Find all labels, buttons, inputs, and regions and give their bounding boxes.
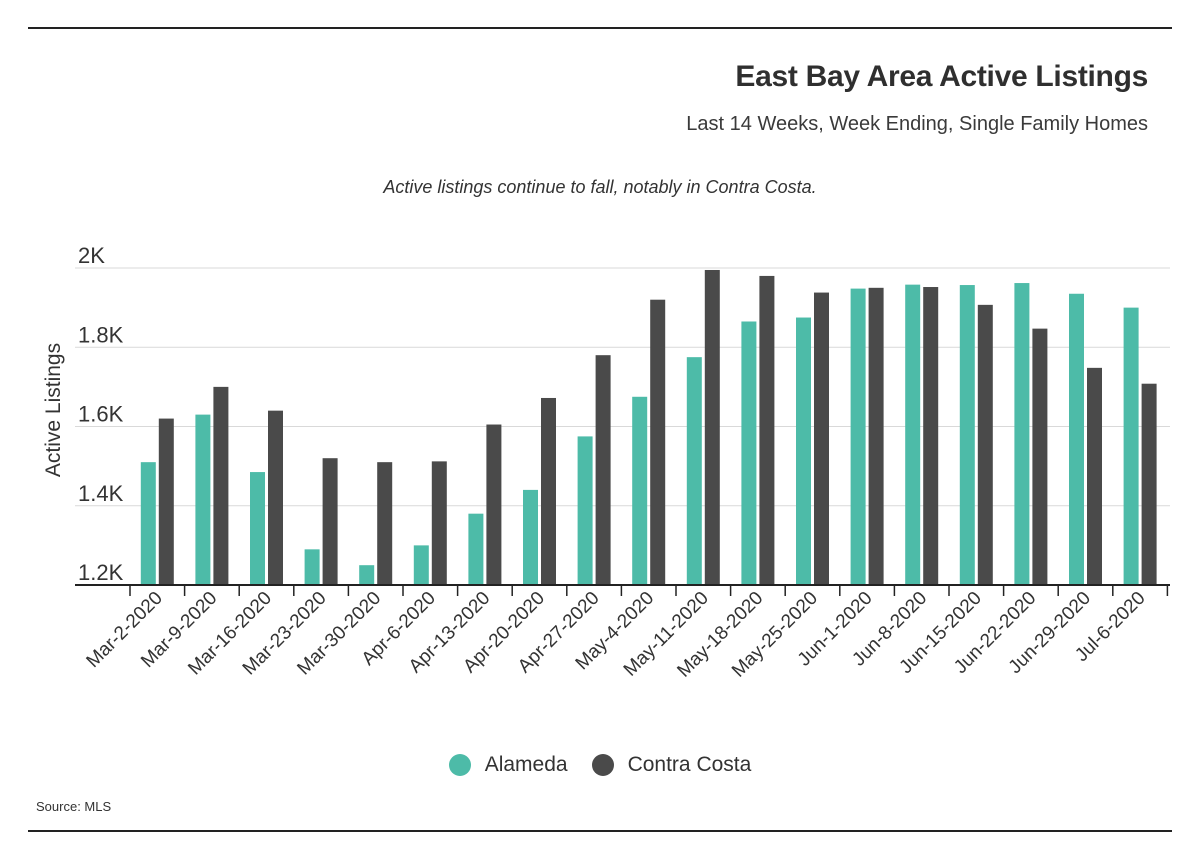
bar-alameda	[1123, 307, 1139, 585]
legend-swatch-alameda	[448, 754, 471, 776]
legend-swatch-contra-costa	[591, 754, 614, 776]
top-rule	[28, 27, 1172, 29]
bar-alameda	[140, 462, 156, 585]
bar-alameda	[523, 489, 538, 585]
bar-alameda	[905, 284, 921, 585]
bar-alameda	[959, 285, 975, 585]
bar-contra-costa	[923, 287, 939, 585]
bar-alameda	[686, 357, 702, 585]
bar-alameda	[468, 513, 484, 585]
bar-contra-costa	[541, 397, 556, 585]
bar-alameda	[741, 321, 757, 585]
bar-contra-costa	[977, 304, 993, 585]
chart-subtitle: Last 14 Weeks, Week Ending, Single Famil…	[686, 113, 1148, 135]
source-note: Source: MLS	[36, 799, 112, 814]
bar-contra-costa	[868, 287, 884, 585]
y-tick-label: 2K	[78, 243, 105, 268]
bar-contra-costa	[595, 355, 611, 585]
chart-title: East Bay Area Active Listings	[735, 60, 1148, 93]
bar-contra-costa	[431, 461, 447, 585]
bar-alameda	[359, 565, 375, 585]
legend: Alameda Contra Costa	[0, 753, 1200, 777]
bar-contra-costa	[213, 386, 229, 585]
bar-contra-costa	[486, 424, 502, 585]
chart-annotation: Active listings continue to fall, notabl…	[383, 177, 817, 197]
y-tick-label: 1.6K	[78, 402, 124, 427]
y-axis-label: Active Listings	[42, 343, 65, 477]
y-tick-label: 1.2K	[78, 560, 124, 585]
bar-alameda	[250, 472, 265, 585]
bar-alameda	[413, 545, 429, 585]
y-tick-label: 1.4K	[78, 481, 124, 506]
legend-label-contra-costa: Contra Costa	[627, 753, 752, 776]
bar-contra-costa	[268, 410, 283, 585]
legend-item-alameda[interactable]: Alameda	[448, 753, 568, 777]
bar-alameda	[796, 317, 811, 585]
bar-contra-costa	[759, 275, 775, 585]
bar-alameda	[632, 396, 648, 585]
bar-contra-costa	[377, 462, 393, 585]
bar-alameda	[577, 436, 593, 585]
bar-contra-costa	[322, 458, 338, 585]
y-tick-label: 1.8K	[78, 322, 124, 347]
bar-contra-costa	[1032, 328, 1048, 585]
bar-contra-costa	[650, 299, 666, 585]
bar-contra-costa	[1087, 367, 1102, 585]
bar-contra-costa	[158, 418, 174, 585]
bar-contra-costa	[814, 292, 829, 585]
legend-item-contra-costa[interactable]: Contra Costa	[591, 753, 752, 777]
bar-alameda	[1069, 293, 1084, 585]
legend-label-alameda: Alameda	[484, 753, 568, 776]
bar-alameda	[1014, 283, 1030, 585]
bottom-rule	[28, 830, 1172, 832]
bar-alameda	[850, 288, 866, 585]
bar-alameda	[304, 549, 320, 585]
bar-contra-costa	[704, 269, 720, 585]
bar-contra-costa	[1141, 383, 1157, 585]
bar-alameda	[195, 414, 211, 585]
